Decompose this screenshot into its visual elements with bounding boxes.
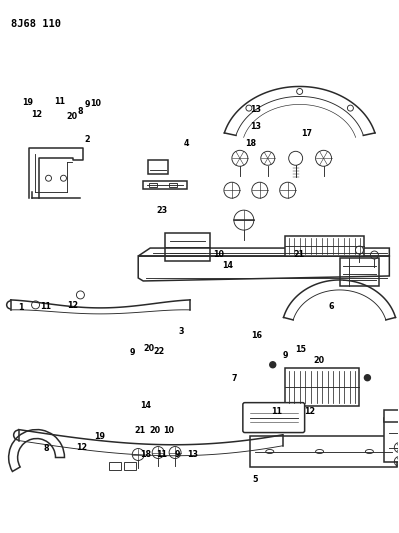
Text: 11: 11 — [156, 450, 167, 459]
Text: 12: 12 — [31, 110, 42, 119]
Circle shape — [364, 375, 370, 381]
Text: 21: 21 — [293, 251, 304, 260]
Text: 18: 18 — [245, 139, 256, 148]
Text: 9: 9 — [85, 100, 90, 109]
Text: 8: 8 — [77, 107, 83, 116]
Circle shape — [270, 362, 276, 368]
Text: 13: 13 — [250, 105, 261, 114]
Text: 2: 2 — [85, 135, 90, 144]
Text: 22: 22 — [153, 346, 164, 356]
Text: 9: 9 — [282, 351, 288, 360]
Text: 8: 8 — [43, 444, 49, 453]
Text: 10: 10 — [163, 426, 174, 435]
Bar — [384, 417, 399, 463]
Text: 5: 5 — [253, 475, 258, 483]
Text: 12: 12 — [77, 443, 88, 452]
Text: 21: 21 — [134, 426, 145, 435]
Text: 15: 15 — [295, 345, 306, 354]
Text: 3: 3 — [179, 327, 184, 336]
Text: 10: 10 — [213, 251, 224, 260]
Text: 9: 9 — [130, 348, 135, 357]
Text: 10: 10 — [90, 99, 101, 108]
Bar — [285, 368, 359, 406]
Bar — [143, 181, 187, 189]
Bar — [124, 463, 136, 471]
Text: 23: 23 — [156, 206, 167, 215]
Text: 20: 20 — [143, 344, 154, 353]
Bar — [169, 183, 177, 187]
Text: 6: 6 — [329, 302, 334, 311]
Text: 9: 9 — [174, 450, 180, 459]
Text: 16: 16 — [252, 331, 263, 340]
Text: 14: 14 — [223, 261, 234, 270]
Text: 12: 12 — [304, 407, 316, 416]
Text: 19: 19 — [22, 98, 33, 107]
Text: 20: 20 — [149, 426, 160, 435]
Text: 13: 13 — [250, 122, 261, 131]
Bar — [384, 410, 399, 422]
Text: 20: 20 — [313, 356, 324, 365]
Text: 12: 12 — [67, 301, 78, 310]
Text: 19: 19 — [94, 432, 105, 441]
Bar — [149, 183, 157, 187]
Text: 13: 13 — [188, 450, 199, 459]
Text: 4: 4 — [184, 139, 190, 148]
Text: 8J68 110: 8J68 110 — [11, 19, 61, 29]
Text: 14: 14 — [140, 401, 151, 410]
Text: 18: 18 — [140, 450, 151, 459]
Text: 7: 7 — [232, 374, 237, 383]
Text: 20: 20 — [66, 112, 77, 121]
Text: 11: 11 — [40, 302, 51, 311]
Text: 11: 11 — [272, 407, 282, 416]
Bar — [285, 236, 364, 256]
Text: 1: 1 — [19, 303, 24, 312]
Bar — [148, 160, 168, 174]
Text: 11: 11 — [54, 97, 65, 106]
FancyBboxPatch shape — [243, 402, 304, 433]
Text: 17: 17 — [301, 129, 312, 138]
Bar — [109, 463, 121, 471]
Bar — [250, 435, 397, 467]
